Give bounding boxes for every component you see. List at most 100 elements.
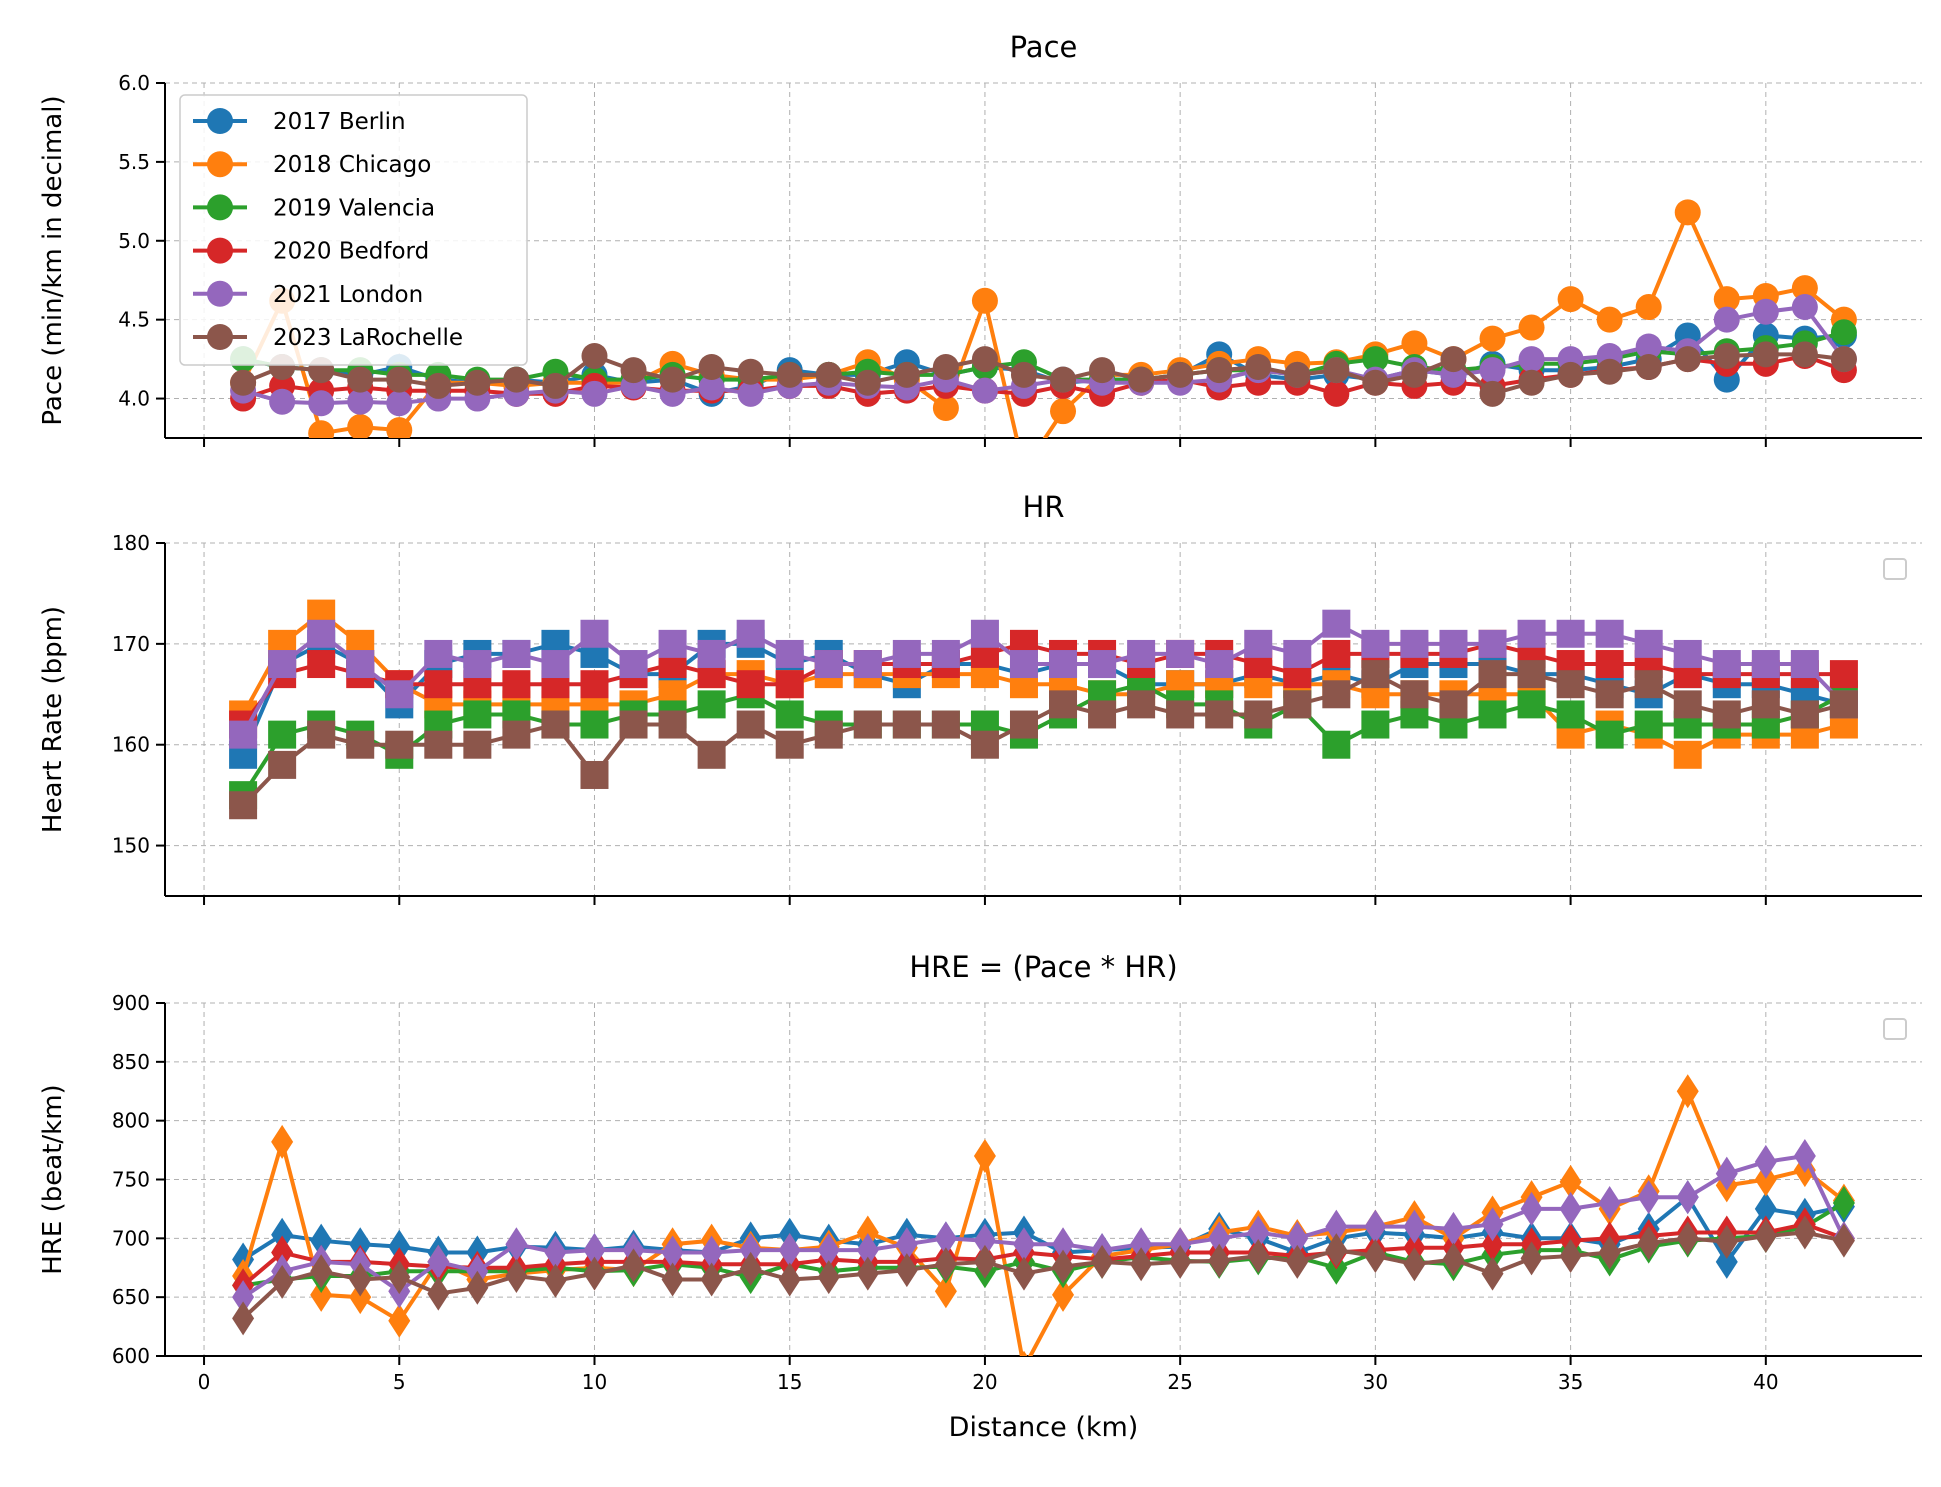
data-point [1714,307,1740,333]
data-point [1791,650,1819,678]
data-point [1088,700,1116,728]
data-point [1167,362,1193,388]
data-point [1596,680,1624,708]
data-point [1322,731,1350,759]
data-point [269,389,295,415]
x-tick-label: 35 [1558,1370,1583,1394]
data-point [1674,741,1702,769]
y-tick-label: 5.5 [118,150,150,174]
data-point [1752,690,1780,718]
data-point [1753,299,1779,325]
data-point [1557,670,1585,698]
data-point [1323,381,1349,407]
legend-marker [207,324,233,350]
data-point [1050,367,1076,393]
y-tick-label: 600 [112,1344,150,1368]
data-point [933,354,959,380]
data-point [1245,354,1271,380]
data-point [1597,307,1623,333]
data-point [932,711,960,739]
y-tick-label: 750 [112,1168,150,1192]
data-point [699,354,725,380]
panel-title: Pace [1010,30,1078,64]
data-point [346,731,374,759]
data-point [307,721,335,749]
data-point [737,670,765,698]
data-point [1792,294,1818,320]
data-point [1596,721,1624,749]
legend-label: 2017 Berlin [273,109,406,135]
data-point [1322,680,1350,708]
data-point [659,711,687,739]
legend-marker [207,238,233,264]
data-point [776,640,804,668]
data-point [1049,690,1077,718]
data-point [307,620,335,648]
figure: 4.04.55.05.56.0PacePace (min/km in decim… [0,0,1941,1487]
data-point [1830,660,1858,688]
data-point [1206,357,1232,383]
x-tick-label: 20 [972,1370,997,1394]
data-point [1361,711,1389,739]
data-point [1596,650,1624,678]
data-point [268,721,296,749]
data-point [581,381,607,407]
data-point [1519,315,1545,341]
y-tick-label: 180 [112,531,150,555]
data-point [1674,690,1702,718]
data-point [776,700,804,728]
data-point [698,690,726,718]
data-point [972,346,998,372]
legend-item: 2021 London [193,281,423,308]
legend-label: 2023 LaRochelle [273,325,463,351]
data-point [229,791,257,819]
data-point [1480,381,1506,407]
data-point [230,370,256,396]
data-point [854,650,882,678]
data-point [776,731,804,759]
data-point [660,367,686,393]
data-point [1283,640,1311,668]
data-point [1674,640,1702,668]
legend-marker [207,151,233,177]
data-point [972,288,998,314]
data-point [581,343,607,369]
data-point [737,620,765,648]
data-point [893,711,921,739]
data-point [893,640,921,668]
x-tick-label: 40 [1753,1370,1778,1394]
data-point [1089,357,1115,383]
data-point [816,362,842,388]
data-point [463,731,491,759]
data-point [1675,346,1701,372]
data-point [1361,660,1389,688]
data-point [972,378,998,404]
data-point [1596,620,1624,648]
x-axis-label: Distance (km) [949,1412,1139,1443]
data-point [1635,711,1663,739]
data-point [1440,346,1466,372]
data-point [503,367,529,393]
x-tick-label: 0 [198,1370,211,1394]
data-point [1205,650,1233,678]
data-point [1127,690,1155,718]
data-point [1283,690,1311,718]
y-tick-label: 150 [112,834,150,858]
panel-title: HR [1023,490,1065,524]
data-point [1752,650,1780,678]
data-point [620,711,648,739]
y-tick-label: 4.0 [118,387,150,411]
data-point [1558,362,1584,388]
data-point [580,711,608,739]
data-point [1635,670,1663,698]
data-point [815,721,843,749]
data-point [777,362,803,388]
data-point [776,670,804,698]
data-point [425,373,451,399]
data-point [854,711,882,739]
data-point [1557,700,1585,728]
data-point [1323,357,1349,383]
data-point [1400,680,1428,708]
data-point [502,670,530,698]
data-point [1401,330,1427,356]
